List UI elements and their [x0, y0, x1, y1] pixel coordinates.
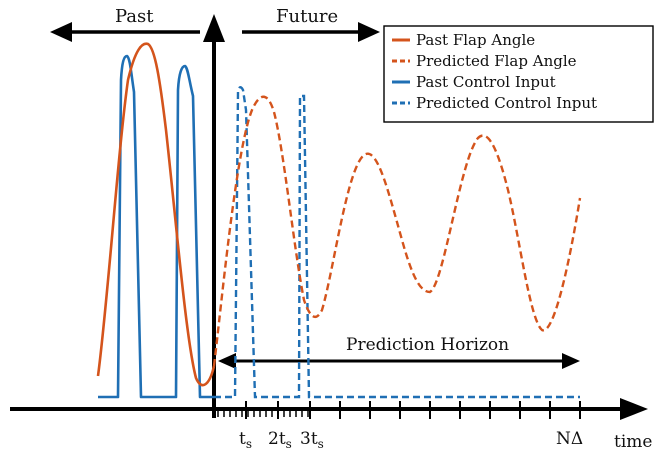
legend-item-predicted-flap-angle: Predicted Flap Angle — [392, 52, 577, 70]
time-label: time — [614, 432, 652, 452]
legend-label: Past Control Input — [416, 73, 556, 91]
legend-box — [383, 25, 654, 123]
predicted-control-input-line — [214, 86, 580, 399]
legend-label: Predicted Control Input — [416, 94, 597, 112]
prediction-horizon-label: Prediction Horizon — [346, 335, 509, 355]
vertical-axis-arrowhead — [203, 14, 225, 42]
svg-text:3ts: 3ts — [300, 429, 324, 451]
legend-label: Past Flap Angle — [416, 31, 535, 49]
time-axis-arrowhead — [620, 398, 648, 420]
legend-item-predicted-control-input: Predicted Control Input — [392, 94, 597, 112]
tick-label-ndelta: NΔ — [556, 429, 583, 449]
svg-text:ts: ts — [239, 429, 252, 451]
past-arrowhead — [50, 22, 72, 42]
prediction-horizon-right-head — [562, 353, 580, 369]
past-control-input-line — [98, 54, 214, 399]
past-flap-angle-line — [96, 42, 216, 387]
future-label: Future — [276, 6, 338, 27]
predicted-flap-angle-line — [212, 95, 582, 367]
past-label: Past — [115, 6, 154, 27]
legend-item-past-control-input: Past Control Input — [392, 73, 556, 91]
legend-item-past-flap-angle: Past Flap Angle — [392, 31, 535, 49]
legend-label: Predicted Flap Angle — [416, 52, 577, 70]
future-arrowhead — [358, 22, 380, 42]
time-ticks — [217, 401, 581, 419]
svg-text:2ts: 2ts — [268, 429, 292, 451]
tick-label-2ts: 2ts — [268, 429, 292, 451]
tick-label-3ts: 3ts — [300, 429, 324, 451]
tick-label-ts: ts — [239, 429, 252, 451]
prediction-horizon-left-head — [218, 353, 236, 369]
